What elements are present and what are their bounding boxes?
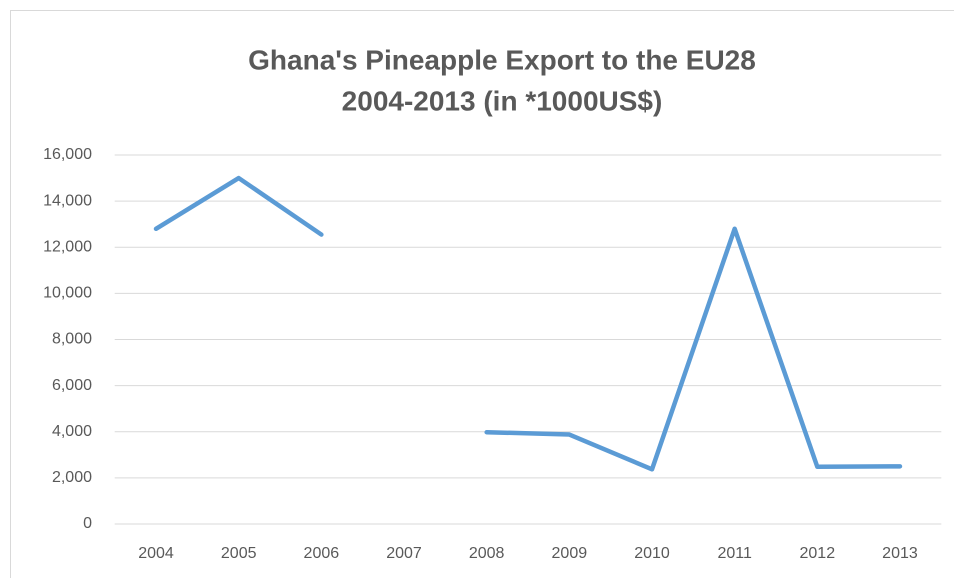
x-tick-label: 2008 [469,545,505,562]
y-tick-label: 12,000 [43,238,92,255]
x-tick-label: 2006 [304,545,340,562]
x-tick-label: 2013 [882,545,918,562]
y-tick-label: 10,000 [43,285,92,302]
y-tick-label: 16,000 [43,146,92,163]
y-tick-label: 14,000 [43,192,92,209]
data-line [153,175,903,472]
y-tick-label: 4,000 [52,423,92,440]
x-tick-label: 2005 [221,545,257,562]
chart-title: Ghana's Pineapple Export to the EU28 [248,44,756,75]
x-tick-label: 2011 [717,545,752,562]
y-tick-label: 2,000 [52,469,92,486]
chart-border [10,10,954,578]
x-tick-label: 2012 [800,545,836,562]
y-tick-label: 0 [83,515,92,532]
y-tick-label: 6,000 [52,377,92,394]
x-tick-label: 2010 [634,545,670,562]
x-tick-label: 2004 [138,545,174,562]
y-tick-label: 8,000 [52,331,92,348]
x-tick-label: 2009 [552,545,588,562]
x-tick-label: 2007 [386,545,422,562]
chart-title: 2004-2013 (in *1000US$) [342,85,663,116]
